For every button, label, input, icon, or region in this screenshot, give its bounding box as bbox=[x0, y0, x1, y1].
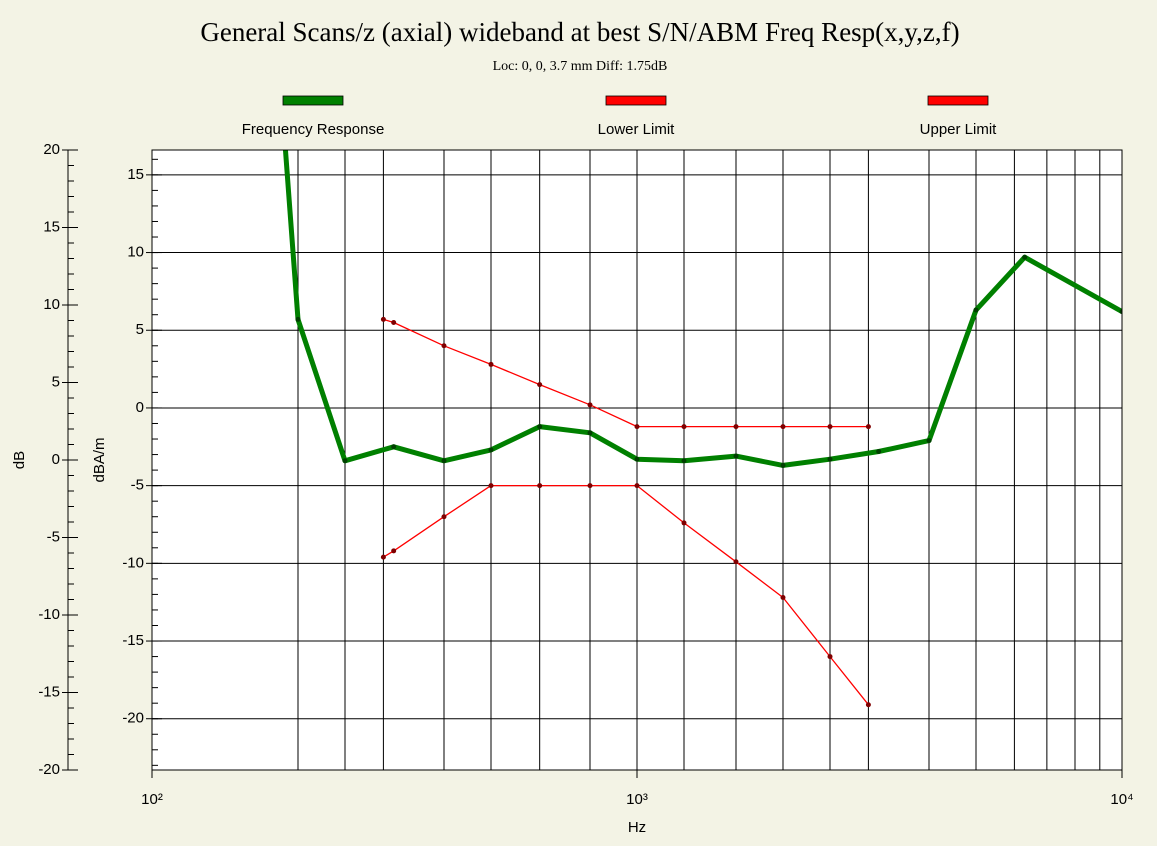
data-point bbox=[681, 458, 687, 464]
y2-tick-label: -10 bbox=[122, 554, 144, 571]
data-point bbox=[827, 456, 833, 462]
data-point bbox=[488, 447, 494, 453]
x-tick-label: 10³ bbox=[626, 791, 648, 808]
data-point bbox=[391, 548, 397, 554]
y2-tick-label: 10 bbox=[127, 244, 144, 261]
data-point bbox=[380, 554, 386, 560]
y2-axis-label: dBA/m bbox=[91, 437, 108, 482]
data-point bbox=[391, 319, 397, 325]
x-tick-label: 10⁴ bbox=[1110, 791, 1133, 808]
data-point bbox=[926, 438, 932, 444]
series-line bbox=[282, 150, 1122, 468]
data-point bbox=[733, 424, 739, 430]
axes: -20 -15 -10 -5 0 5 10 15 20 -20 -15 -10 -5 0 5 10 15 10² 1… bbox=[38, 141, 1133, 808]
data-point bbox=[537, 483, 543, 489]
legend-label: Lower Limit bbox=[598, 121, 676, 138]
data-point bbox=[587, 483, 593, 489]
series-line bbox=[383, 318, 869, 428]
data-point bbox=[295, 316, 301, 322]
data-point bbox=[441, 343, 447, 349]
y-tick-label: 15 bbox=[43, 218, 60, 235]
data-point bbox=[1119, 309, 1122, 315]
y-tick-label: 10 bbox=[43, 296, 60, 313]
data-point bbox=[827, 424, 833, 430]
data-point bbox=[391, 444, 397, 450]
grid bbox=[152, 150, 1122, 770]
chart-title: General Scans/z (axial) wideband at best… bbox=[200, 17, 959, 47]
data-point bbox=[488, 483, 494, 489]
legend-swatch bbox=[282, 95, 344, 106]
data-point bbox=[488, 361, 494, 367]
data-point bbox=[380, 316, 386, 322]
y2-tick-label: 0 bbox=[136, 399, 144, 416]
y2-tick-label: -15 bbox=[122, 632, 144, 649]
data-point bbox=[733, 559, 739, 565]
y2-tick-label: -5 bbox=[131, 477, 144, 494]
y-tick-label: 0 bbox=[52, 451, 60, 468]
y-tick-label: 5 bbox=[52, 373, 60, 390]
data-point bbox=[634, 424, 640, 430]
y2-tick-label: -20 bbox=[122, 710, 144, 727]
data-point bbox=[587, 402, 593, 408]
y-tick-label: -20 bbox=[38, 761, 60, 778]
data-point bbox=[681, 520, 687, 526]
data-point bbox=[537, 424, 543, 430]
x-axis-label: Hz bbox=[628, 819, 646, 836]
data-point bbox=[342, 458, 348, 464]
legend-swatch bbox=[605, 95, 667, 106]
data-point bbox=[780, 424, 786, 430]
data-point bbox=[865, 424, 871, 430]
x-tick-label: 10² bbox=[141, 791, 163, 808]
data-point bbox=[780, 595, 786, 601]
y-tick-label: -10 bbox=[38, 606, 60, 623]
y2-tick-label: 15 bbox=[127, 166, 144, 183]
data-point bbox=[973, 307, 979, 313]
data-point bbox=[827, 654, 833, 660]
y-axis-label: dB bbox=[11, 451, 28, 469]
data-point bbox=[634, 483, 640, 489]
y-tick-label: -15 bbox=[38, 683, 60, 700]
data-point bbox=[865, 702, 871, 708]
data-point bbox=[780, 462, 786, 468]
y2-tick-label: 5 bbox=[136, 321, 144, 338]
data-point bbox=[441, 458, 447, 464]
legend-label: Frequency Response bbox=[242, 121, 385, 138]
series-line bbox=[383, 484, 869, 706]
data bbox=[282, 150, 1122, 708]
data-point bbox=[441, 514, 447, 520]
data-point bbox=[733, 453, 739, 459]
y-tick-label: -5 bbox=[47, 528, 60, 545]
data-point bbox=[587, 430, 593, 436]
data-point bbox=[634, 456, 640, 462]
y-tick-label: 20 bbox=[43, 141, 60, 158]
data-point bbox=[537, 382, 543, 388]
data-point bbox=[681, 424, 687, 430]
data-point bbox=[876, 448, 882, 454]
legend-label: Upper Limit bbox=[920, 121, 998, 138]
chart-subtitle: Loc: 0, 0, 3.7 mm Diff: 1.75dB bbox=[493, 59, 668, 74]
legend-swatch bbox=[927, 95, 989, 106]
data-point bbox=[1022, 254, 1028, 260]
